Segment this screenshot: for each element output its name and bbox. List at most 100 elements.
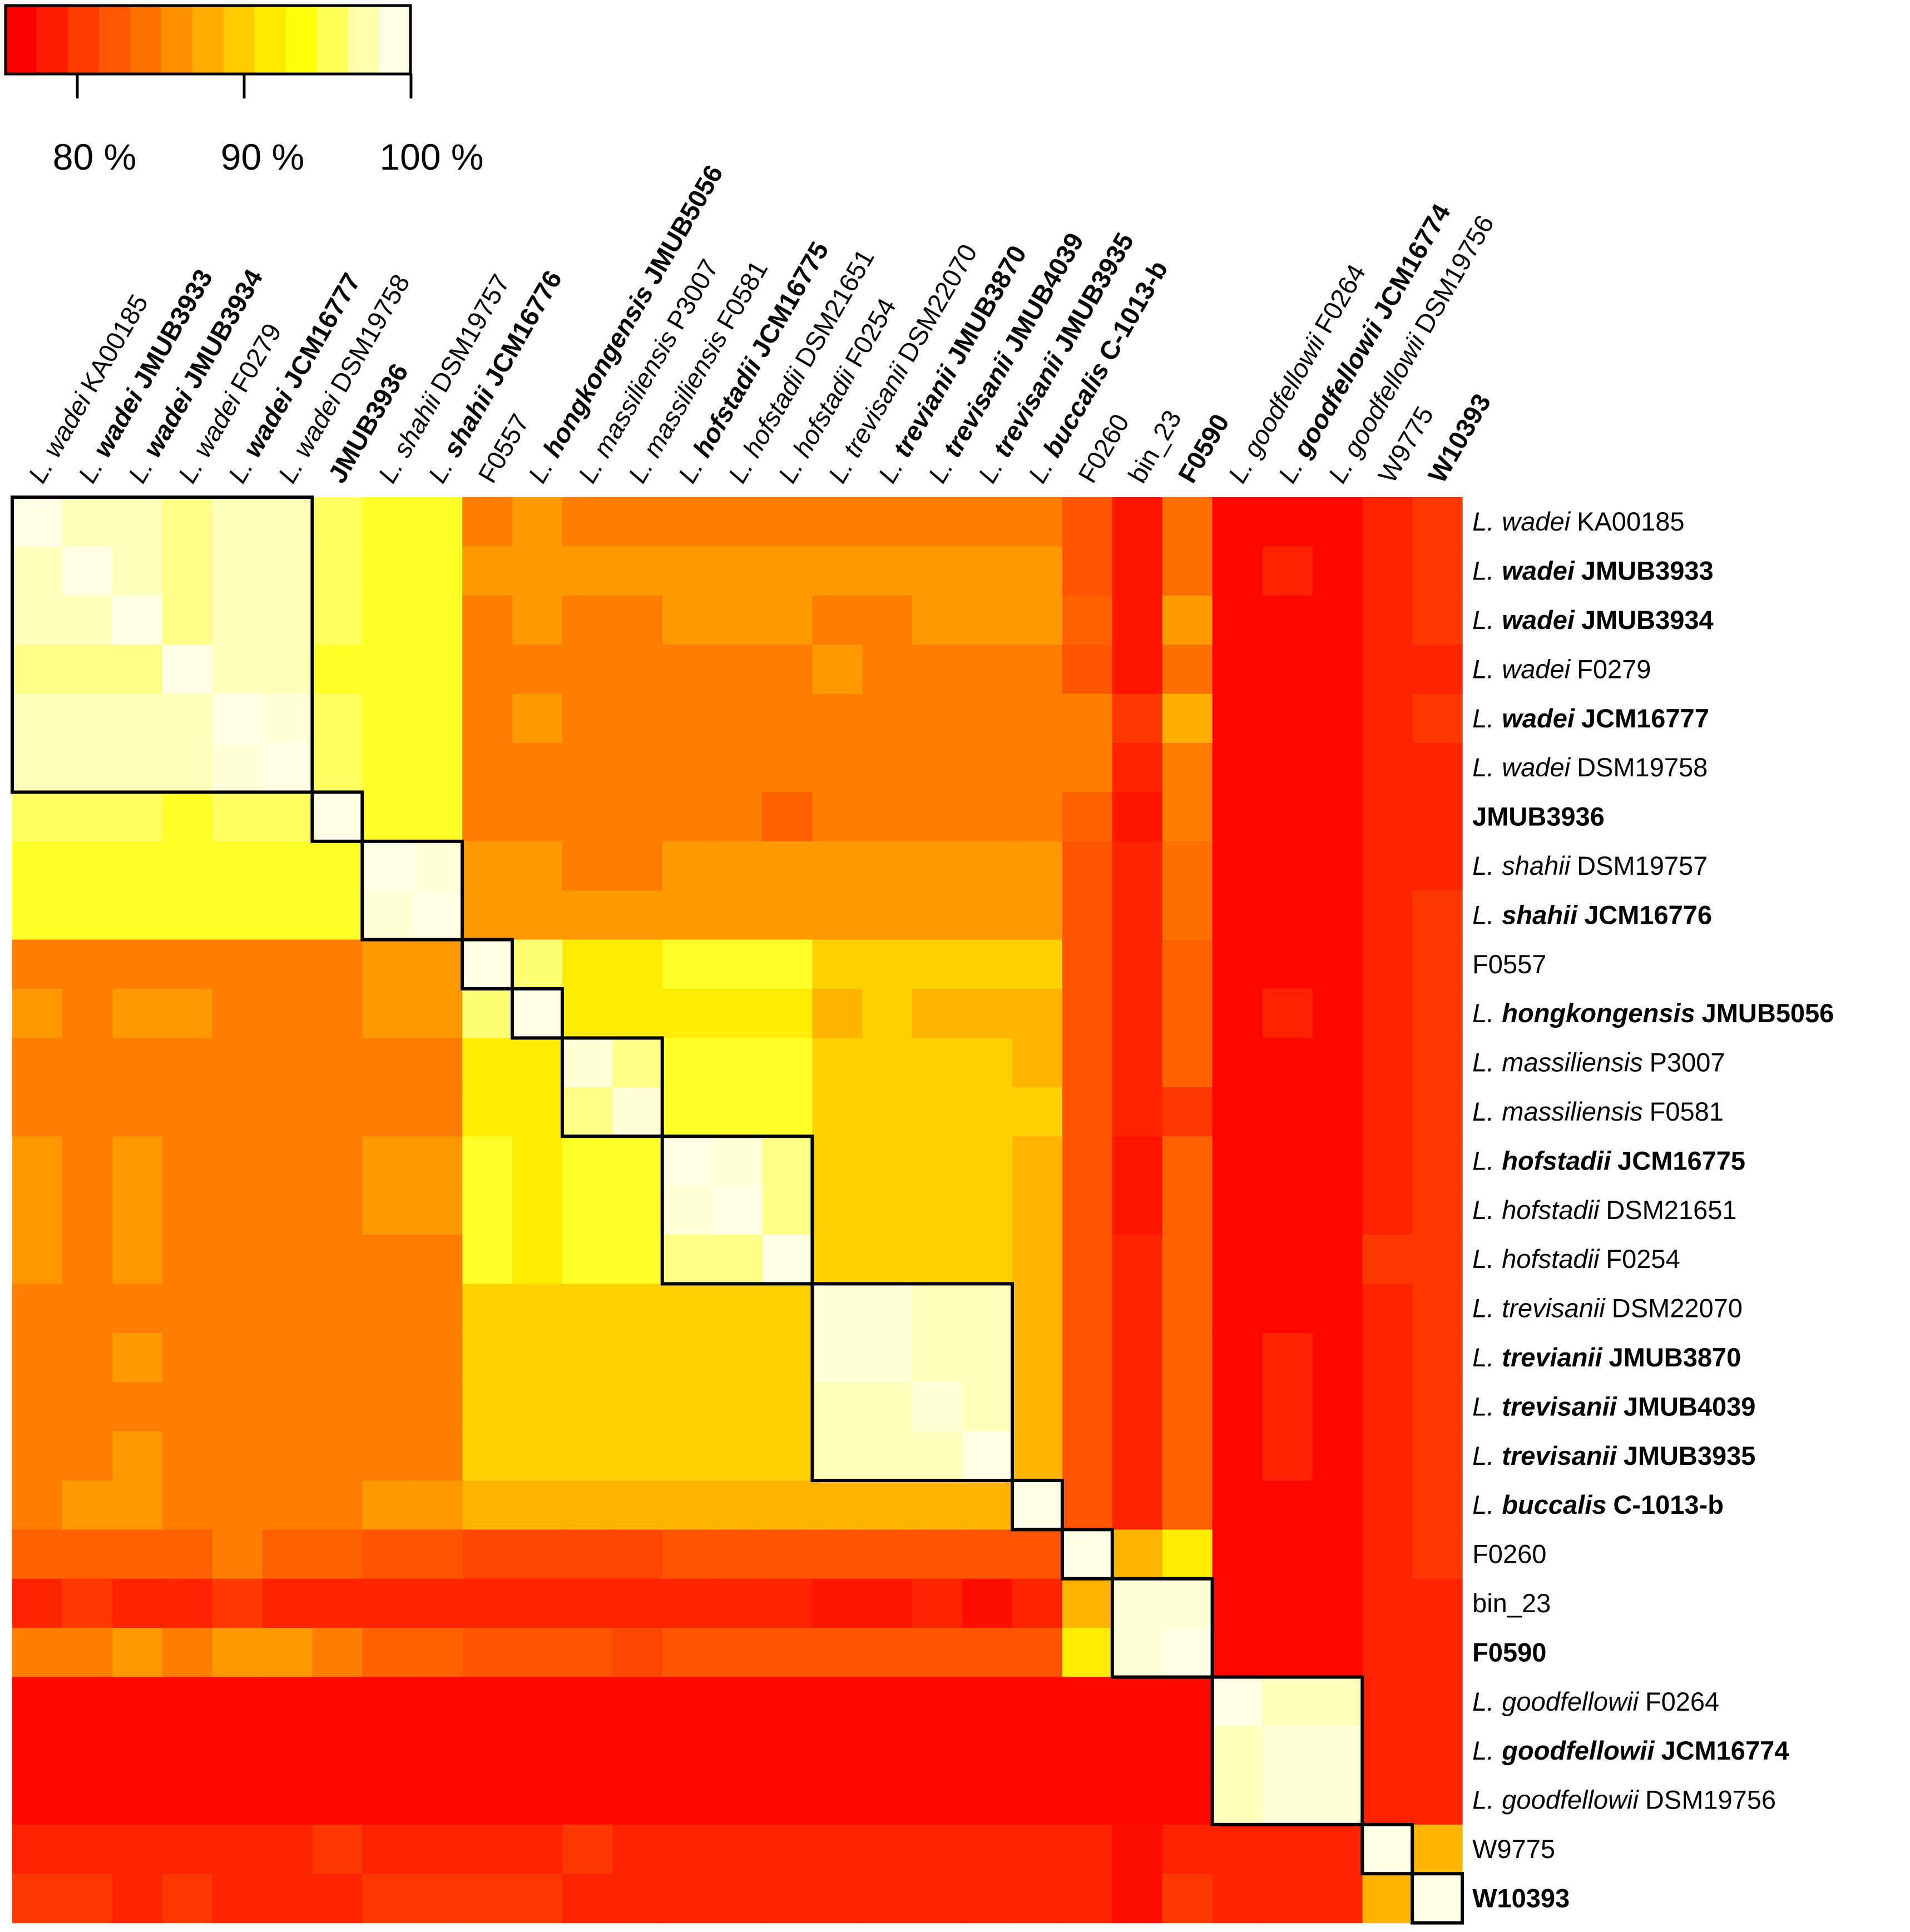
heatmap-cell — [1062, 1382, 1113, 1432]
heatmap-cell — [412, 1775, 463, 1825]
label-strain: JMUB3870 — [1609, 1343, 1741, 1372]
heatmap-cell — [1212, 1431, 1263, 1481]
heatmap-cell — [12, 1185, 63, 1235]
heatmap-cell — [12, 1382, 63, 1432]
heatmap-cell — [1412, 1775, 1463, 1825]
heatmap-cell — [962, 1382, 1013, 1432]
heatmap-cell — [62, 1480, 113, 1530]
row-label: L. hongkongensis JMUB5056 — [1472, 998, 1834, 1028]
heatmap-cell — [312, 1332, 363, 1383]
heatmap-cell — [612, 1136, 663, 1186]
heatmap-cell — [412, 693, 463, 744]
heatmap-cell — [1412, 1529, 1463, 1579]
heatmap-cell — [712, 1824, 763, 1874]
heatmap-cell — [512, 595, 563, 645]
heatmap-cell — [212, 1431, 263, 1481]
heatmap-cell — [212, 1529, 263, 1579]
heatmap-cell — [1412, 1332, 1463, 1383]
heatmap-cell — [1412, 645, 1463, 695]
heatmap-cell — [162, 1726, 213, 1776]
label-genus: L. — [1472, 605, 1494, 635]
color-key-labels: 80 % 90 % 100 % — [53, 136, 484, 177]
heatmap-cell — [962, 989, 1013, 1038]
heatmap-cell — [112, 1628, 163, 1678]
heatmap-cell — [912, 546, 963, 596]
heatmap-cell — [1312, 1087, 1363, 1137]
heatmap-cell — [1412, 1578, 1463, 1628]
label-species: goodfellowii — [1502, 1687, 1639, 1716]
heatmap-cell — [212, 1332, 263, 1383]
heatmap-cell — [1412, 1628, 1463, 1678]
heatmap-cell — [1262, 841, 1313, 891]
heatmap-cell — [162, 743, 213, 792]
heatmap-cell — [262, 939, 313, 989]
heatmap-cell — [62, 841, 113, 891]
heatmap-cell — [262, 595, 313, 645]
heatmap-cell — [862, 1824, 913, 1874]
heatmap-cell — [362, 1235, 413, 1284]
heatmap-cell — [62, 1332, 113, 1383]
heatmap-cell — [762, 693, 813, 744]
heatmap-cell — [112, 841, 163, 891]
heatmap-cell — [1362, 1235, 1413, 1284]
heatmap-cell — [712, 841, 763, 891]
heatmap-cell — [1262, 792, 1313, 842]
heatmap-cell — [562, 645, 613, 695]
heatmap-cell — [212, 1628, 263, 1678]
heatmap-cell — [312, 792, 363, 842]
heatmap-cell — [812, 1038, 863, 1088]
heatmap-cell — [662, 497, 713, 547]
heatmap-cell — [712, 1775, 763, 1825]
heatmap-cell — [512, 1529, 563, 1579]
heatmap-cell — [62, 1382, 113, 1432]
heatmap-cell — [1262, 1726, 1313, 1776]
label-species: trevisanii — [1502, 1294, 1606, 1323]
heatmap-cell — [1412, 1136, 1463, 1186]
heatmap-cell — [912, 645, 963, 695]
heatmap-cell — [1012, 1087, 1063, 1137]
heatmap-cell — [12, 792, 63, 842]
heatmap-cell — [1362, 1677, 1413, 1727]
label-strain: JMUB3934 — [1581, 605, 1714, 635]
heatmap-cell — [212, 693, 263, 744]
heatmap-cell — [812, 1578, 863, 1628]
heatmap-cell — [1112, 1726, 1163, 1776]
heatmap-cell — [912, 989, 963, 1038]
heatmap-cell — [1362, 1431, 1413, 1481]
heatmap-cell — [462, 1824, 513, 1874]
label-genus: L. — [822, 454, 859, 488]
heatmap-cell — [162, 1874, 213, 1924]
row-label: L. wadei F0279 — [1472, 654, 1651, 683]
heatmap-cell — [862, 497, 913, 547]
heatmap-cell — [1362, 1529, 1413, 1579]
heatmap-cell — [12, 1284, 63, 1334]
heatmap-cell — [562, 1185, 613, 1235]
heatmap-cell — [362, 497, 413, 547]
row-label: L. wadei JCM16777 — [1472, 704, 1709, 733]
heatmap-cell — [1012, 1284, 1063, 1334]
heatmap-cell — [1312, 645, 1363, 695]
heatmap-cell — [1062, 1824, 1113, 1874]
row-label: L. massiliensis P3007 — [1472, 1048, 1725, 1077]
label-strain: F0260 — [1472, 1539, 1546, 1569]
heatmap-cell — [62, 743, 113, 792]
heatmap-cell — [912, 1529, 963, 1579]
heatmap-cell — [1212, 1775, 1263, 1825]
heatmap-cell — [912, 1185, 963, 1235]
heatmap-cell — [312, 595, 363, 645]
label-genus: L. — [172, 454, 209, 488]
heatmap-cell — [162, 1038, 213, 1088]
heatmap-cell — [1312, 1775, 1363, 1825]
heatmap-cell — [162, 497, 213, 547]
heatmap-cell — [312, 645, 363, 695]
heatmap-cell — [462, 595, 513, 645]
heatmap-cell — [262, 1185, 313, 1235]
heatmap-cell — [462, 1480, 513, 1530]
heatmap-cell — [662, 1529, 713, 1579]
label-genus: L. — [1022, 454, 1059, 488]
heatmap-cell — [362, 1136, 413, 1186]
heatmap-cell — [1162, 1824, 1213, 1874]
color-key-swatch — [255, 6, 286, 74]
heatmap-cell — [462, 497, 513, 547]
row-label: bin_23 — [1472, 1588, 1551, 1618]
